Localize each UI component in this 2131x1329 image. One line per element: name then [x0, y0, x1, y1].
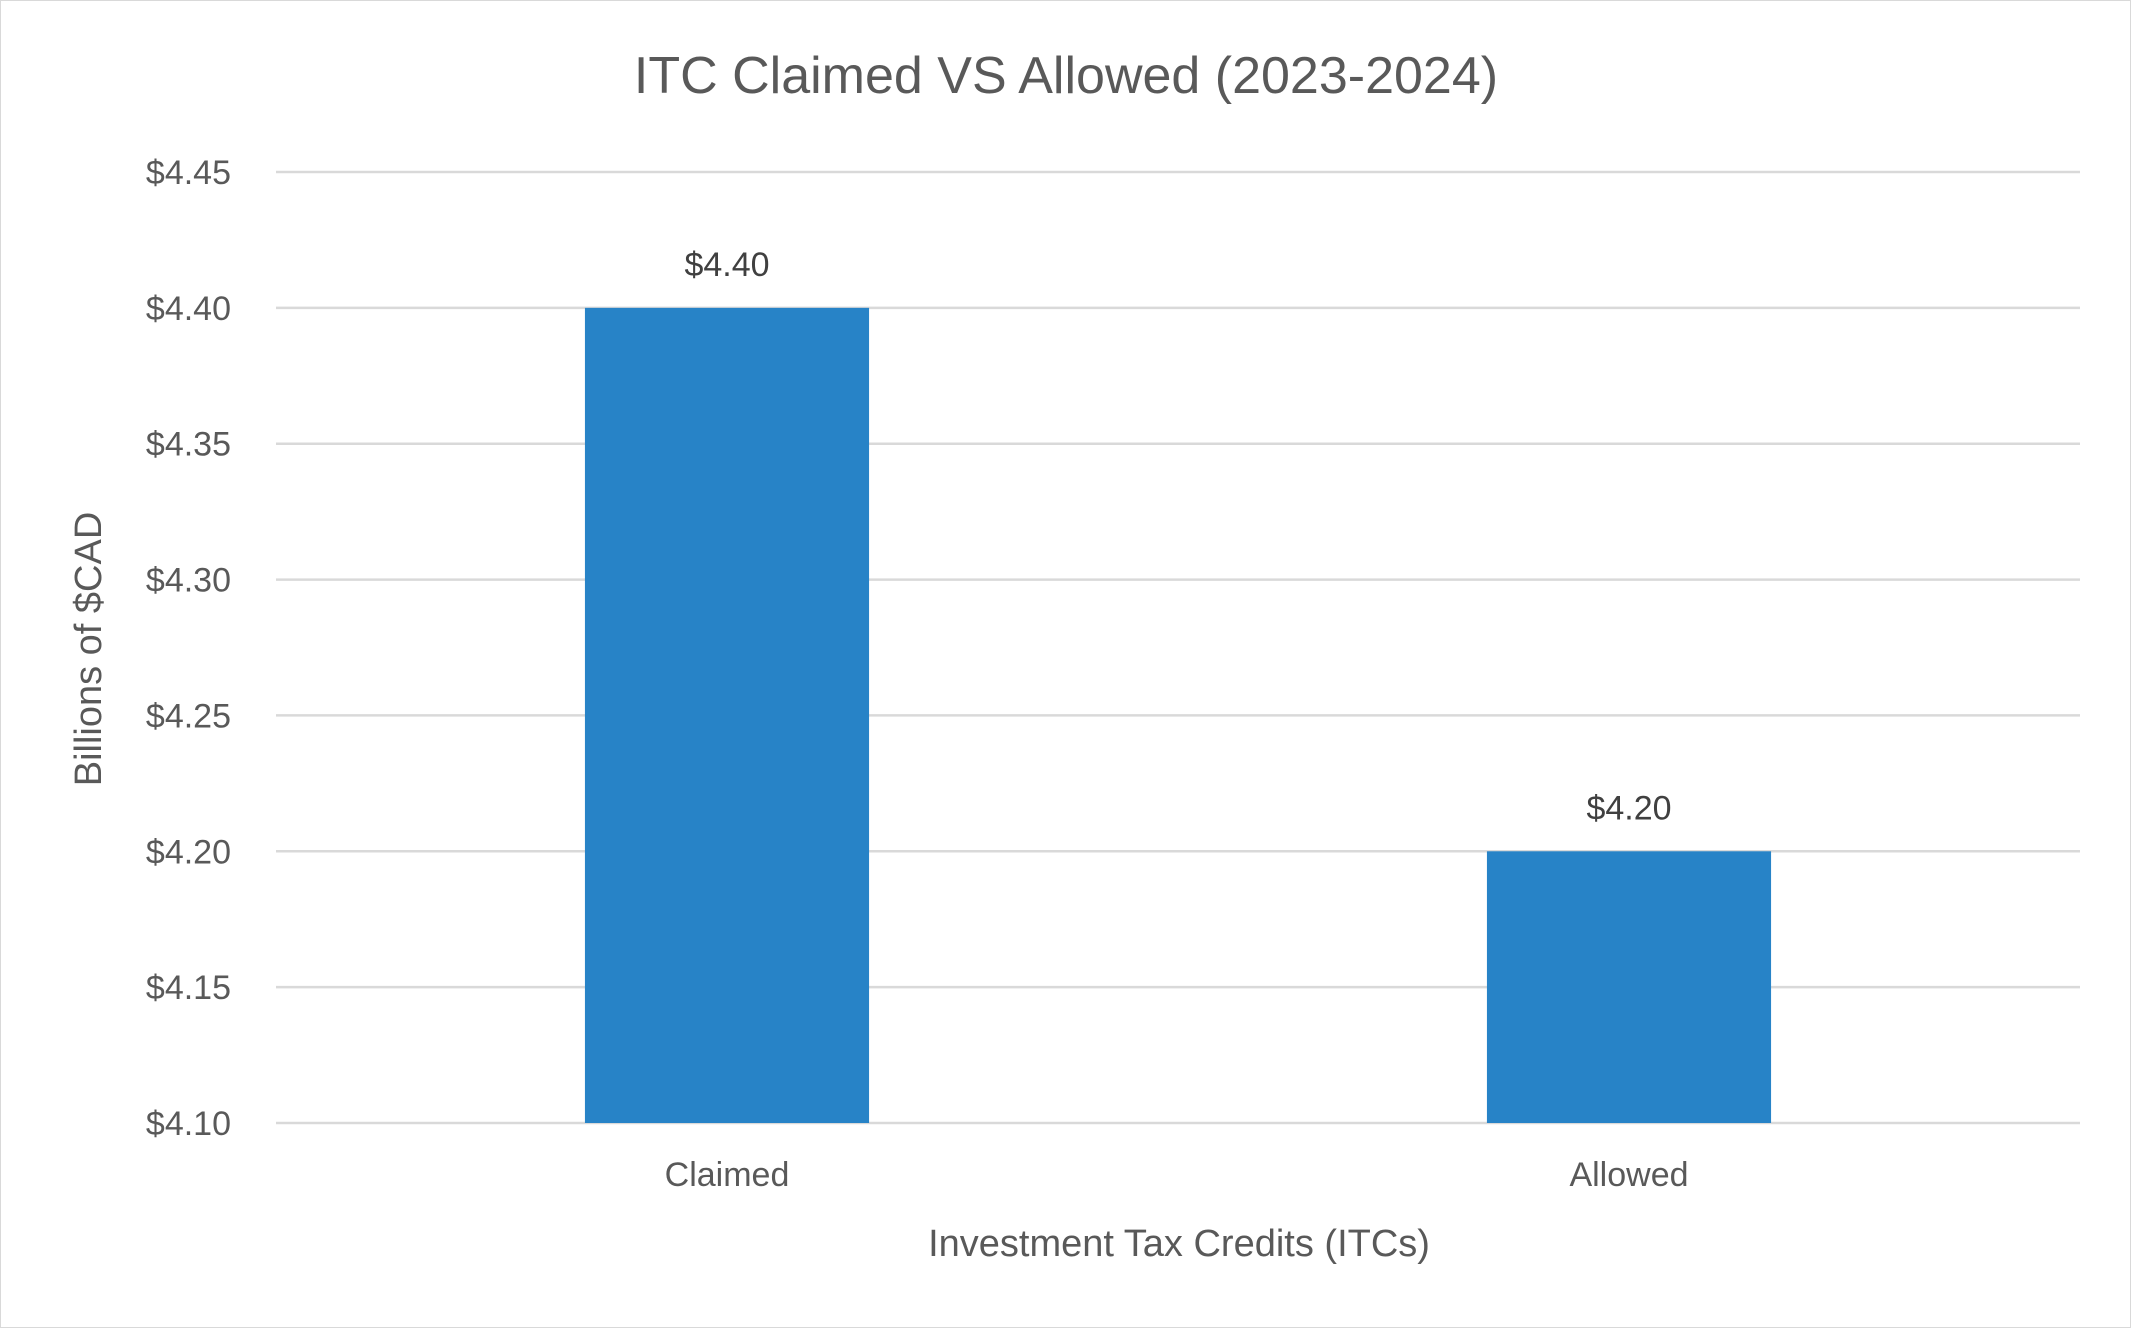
data-label-claimed: $4.40	[684, 246, 769, 284]
bar-allowed	[1486, 851, 1772, 1123]
x-axis-title: Investment Tax Credits (ITCs)	[928, 1223, 1430, 1265]
y-tick-label: $4.35	[146, 426, 231, 464]
y-tick-label: $4.30	[146, 562, 231, 600]
y-tick-label: $4.40	[146, 290, 231, 328]
y-axis-ticks: $4.10 $4.15 $4.20 $4.25 $4.30 $4.35 $4.40 $4.45	[146, 154, 231, 1143]
y-tick-label: $4.45	[146, 154, 231, 192]
bars	[584, 307, 1772, 1123]
x-tick-label-claimed: Claimed	[665, 1156, 790, 1194]
gridlines	[276, 170, 2080, 1125]
x-tick-label-allowed: Allowed	[1569, 1156, 1688, 1194]
chart-title: ITC Claimed VS Allowed (2023-2024)	[634, 47, 1498, 105]
y-tick-label: $4.15	[146, 969, 231, 1007]
y-tick-label: $4.20	[146, 833, 231, 871]
data-label-allowed: $4.20	[1586, 789, 1671, 827]
y-tick-label: $4.10	[146, 1105, 231, 1143]
bar-claimed	[584, 307, 870, 1123]
x-axis-ticks: Claimed Allowed	[665, 1156, 1689, 1194]
y-tick-label: $4.25	[146, 697, 231, 735]
data-labels: $4.40 $4.20	[684, 246, 1671, 827]
y-axis-title: Billions of $CAD	[68, 512, 110, 787]
